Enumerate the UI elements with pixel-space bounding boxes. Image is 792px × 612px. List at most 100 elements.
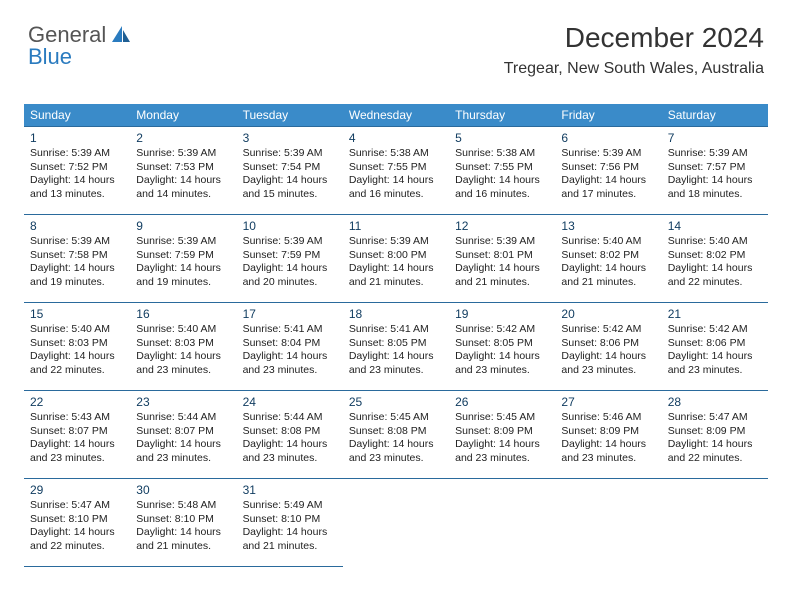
day-info-line: Sunrise: 5:40 AM bbox=[136, 323, 230, 337]
day-info-line: Sunset: 7:55 PM bbox=[455, 161, 549, 175]
day-info-line: Daylight: 14 hours bbox=[30, 174, 124, 188]
day-info-line: Sunrise: 5:39 AM bbox=[243, 235, 337, 249]
calendar-week-row: 15Sunrise: 5:40 AMSunset: 8:03 PMDayligh… bbox=[24, 303, 768, 391]
calendar-day-cell: 17 Sunrise: 5:41 AMSunset: 8:04 PMDayligh… bbox=[237, 303, 343, 391]
day-info-line: Daylight: 14 hours bbox=[136, 526, 230, 540]
calendar-day-cell: 13Sunrise: 5:40 AMSunset: 8:02 PMDayligh… bbox=[555, 215, 661, 303]
title-block: December 2024 Tregear, New South Wales, … bbox=[504, 22, 764, 78]
calendar-day-cell: 27Sunrise: 5:46 AMSunset: 8:09 PMDayligh… bbox=[555, 391, 661, 479]
day-info-line: Daylight: 14 hours bbox=[561, 438, 655, 452]
day-header: Wednesday bbox=[343, 104, 449, 127]
day-info-line: and 21 minutes. bbox=[561, 276, 655, 290]
day-number: 27 bbox=[561, 395, 655, 409]
calendar-day-cell: 15Sunrise: 5:40 AMSunset: 8:03 PMDayligh… bbox=[24, 303, 130, 391]
day-number: 25 bbox=[349, 395, 443, 409]
day-info-line: Daylight: 14 hours bbox=[136, 174, 230, 188]
day-number: 19 bbox=[455, 307, 549, 321]
calendar-day-cell: 31Sunrise: 5:49 AMSunset: 8:10 PMDayligh… bbox=[237, 479, 343, 567]
day-info-line: Sunset: 8:05 PM bbox=[349, 337, 443, 351]
logo-text-blue: Blue bbox=[28, 44, 72, 70]
day-info-line: Daylight: 14 hours bbox=[455, 350, 549, 364]
logo: General Blue bbox=[28, 22, 132, 48]
day-info-line: Sunset: 8:03 PM bbox=[136, 337, 230, 351]
day-info-line: Daylight: 14 hours bbox=[561, 350, 655, 364]
day-info-line: and 23 minutes. bbox=[136, 364, 230, 378]
day-info-line: Daylight: 14 hours bbox=[668, 262, 762, 276]
day-info-line: Sunset: 8:04 PM bbox=[243, 337, 337, 351]
day-info-line: Daylight: 14 hours bbox=[136, 262, 230, 276]
day-info-line: Sunrise: 5:39 AM bbox=[30, 147, 124, 161]
calendar-day-cell: 7Sunrise: 5:39 AMSunset: 7:57 PMDaylight… bbox=[662, 127, 768, 215]
day-info-line: Sunset: 8:07 PM bbox=[30, 425, 124, 439]
day-number: 20 bbox=[561, 307, 655, 321]
day-number: 11 bbox=[349, 219, 443, 233]
day-info-line: Daylight: 14 hours bbox=[455, 262, 549, 276]
day-info-line: Daylight: 14 hours bbox=[243, 526, 337, 540]
calendar-header-row: SundayMondayTuesdayWednesdayThursdayFrid… bbox=[24, 104, 768, 127]
day-number: 3 bbox=[243, 131, 337, 145]
day-info-line: Sunrise: 5:41 AM bbox=[243, 323, 337, 337]
day-number: 30 bbox=[136, 483, 230, 497]
day-info-line: Sunrise: 5:46 AM bbox=[561, 411, 655, 425]
day-number: 24 bbox=[243, 395, 337, 409]
day-info-line: and 23 minutes. bbox=[243, 364, 337, 378]
calendar-day-cell: 25Sunrise: 5:45 AMSunset: 8:08 PMDayligh… bbox=[343, 391, 449, 479]
day-info-line: Sunset: 8:08 PM bbox=[349, 425, 443, 439]
day-info-line: Sunrise: 5:39 AM bbox=[136, 147, 230, 161]
calendar-day-cell: 1Sunrise: 5:39 AMSunset: 7:52 PMDaylight… bbox=[24, 127, 130, 215]
day-info-line: Daylight: 14 hours bbox=[668, 350, 762, 364]
day-info-line: Sunset: 8:09 PM bbox=[455, 425, 549, 439]
day-info-line: Daylight: 14 hours bbox=[243, 262, 337, 276]
calendar-week-row: 8Sunrise: 5:39 AMSunset: 7:58 PMDaylight… bbox=[24, 215, 768, 303]
day-info-line: Sunset: 8:02 PM bbox=[561, 249, 655, 263]
calendar-day-cell: 20Sunrise: 5:42 AMSunset: 8:06 PMDayligh… bbox=[555, 303, 661, 391]
day-info-line: and 23 minutes. bbox=[349, 364, 443, 378]
day-header: Tuesday bbox=[237, 104, 343, 127]
day-info-line: and 16 minutes. bbox=[349, 188, 443, 202]
day-number: 22 bbox=[30, 395, 124, 409]
day-info-line: Daylight: 14 hours bbox=[349, 350, 443, 364]
day-info-line: Sunrise: 5:42 AM bbox=[668, 323, 762, 337]
day-info-line: Sunset: 8:03 PM bbox=[30, 337, 124, 351]
calendar-day-cell: 11Sunrise: 5:39 AMSunset: 8:00 PMDayligh… bbox=[343, 215, 449, 303]
calendar-day-cell: 24Sunrise: 5:44 AMSunset: 8:08 PMDayligh… bbox=[237, 391, 343, 479]
day-info-line: Sunrise: 5:39 AM bbox=[668, 147, 762, 161]
day-info-line: Sunrise: 5:40 AM bbox=[668, 235, 762, 249]
day-info-line: Sunrise: 5:43 AM bbox=[30, 411, 124, 425]
day-info-line: Daylight: 14 hours bbox=[243, 350, 337, 364]
day-info-line: Sunrise: 5:38 AM bbox=[455, 147, 549, 161]
day-info-line: and 15 minutes. bbox=[243, 188, 337, 202]
day-info-line: and 19 minutes. bbox=[30, 276, 124, 290]
day-info-line: and 21 minutes. bbox=[455, 276, 549, 290]
day-info-line: Daylight: 14 hours bbox=[243, 174, 337, 188]
calendar-day-cell bbox=[555, 479, 661, 567]
day-info-line: and 23 minutes. bbox=[561, 364, 655, 378]
day-number: 12 bbox=[455, 219, 549, 233]
day-info-line: Sunrise: 5:45 AM bbox=[349, 411, 443, 425]
calendar-day-cell: 30Sunrise: 5:48 AMSunset: 8:10 PMDayligh… bbox=[130, 479, 236, 567]
day-info-line: Sunrise: 5:47 AM bbox=[30, 499, 124, 513]
day-info-line: and 23 minutes. bbox=[455, 452, 549, 466]
day-number: 10 bbox=[243, 219, 337, 233]
day-info-line: and 16 minutes. bbox=[455, 188, 549, 202]
day-info-line: and 21 minutes. bbox=[243, 540, 337, 554]
day-number: 18 bbox=[349, 307, 443, 321]
day-info-line: Sunset: 8:10 PM bbox=[30, 513, 124, 527]
calendar-day-cell: 26Sunrise: 5:45 AMSunset: 8:09 PMDayligh… bbox=[449, 391, 555, 479]
day-info-line: and 17 minutes. bbox=[561, 188, 655, 202]
day-info-line: Sunset: 8:07 PM bbox=[136, 425, 230, 439]
day-info-line: Sunset: 7:54 PM bbox=[243, 161, 337, 175]
day-info-line: Sunset: 8:01 PM bbox=[455, 249, 549, 263]
day-number: 15 bbox=[30, 307, 124, 321]
day-info-line: and 21 minutes. bbox=[349, 276, 443, 290]
day-info-line: Sunrise: 5:45 AM bbox=[455, 411, 549, 425]
day-number: 31 bbox=[243, 483, 337, 497]
calendar-day-cell: 23Sunrise: 5:44 AMSunset: 8:07 PMDayligh… bbox=[130, 391, 236, 479]
day-info-line: Daylight: 14 hours bbox=[243, 438, 337, 452]
day-number: 17 bbox=[243, 307, 337, 321]
day-info-line: Sunrise: 5:48 AM bbox=[136, 499, 230, 513]
day-number: 21 bbox=[668, 307, 762, 321]
calendar-day-cell: 4Sunrise: 5:38 AMSunset: 7:55 PMDaylight… bbox=[343, 127, 449, 215]
day-info-line: Sunrise: 5:39 AM bbox=[243, 147, 337, 161]
day-info-line: Sunrise: 5:38 AM bbox=[349, 147, 443, 161]
